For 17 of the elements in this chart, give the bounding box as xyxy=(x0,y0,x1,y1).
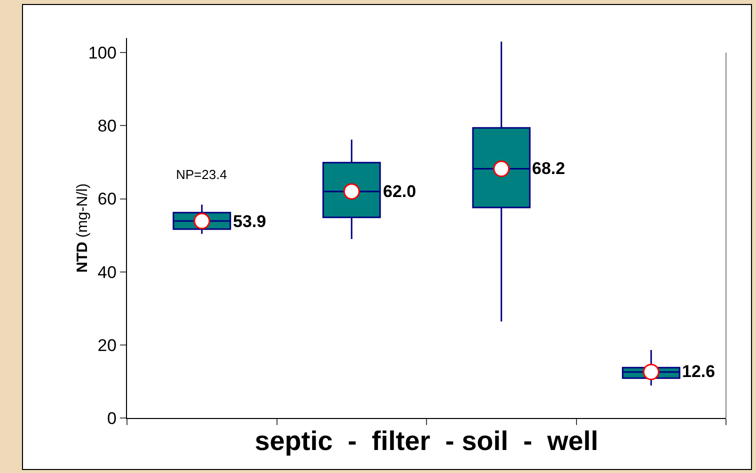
data-label: 12.6 xyxy=(682,362,716,381)
point xyxy=(642,364,660,380)
point xyxy=(493,160,510,178)
y-tick-label: 80 xyxy=(98,116,117,136)
y-tick-label: 0 xyxy=(107,408,117,428)
data-label: 62.0 xyxy=(383,182,416,201)
y-tick-label: 100 xyxy=(88,44,117,63)
y-axis-title: NTD (mg-N/l) xyxy=(74,183,91,273)
annotation: NP=23.4 xyxy=(176,167,227,182)
point xyxy=(343,183,360,200)
x-axis-title: septic - filter - soil - well xyxy=(254,426,598,456)
y-tick-label: 40 xyxy=(98,262,117,282)
y-tick-label: 20 xyxy=(98,336,117,355)
y-tick-label: 60 xyxy=(98,190,117,209)
data-label: 53.9 xyxy=(233,212,266,231)
point xyxy=(194,212,210,230)
data-label: 68.2 xyxy=(532,159,566,178)
